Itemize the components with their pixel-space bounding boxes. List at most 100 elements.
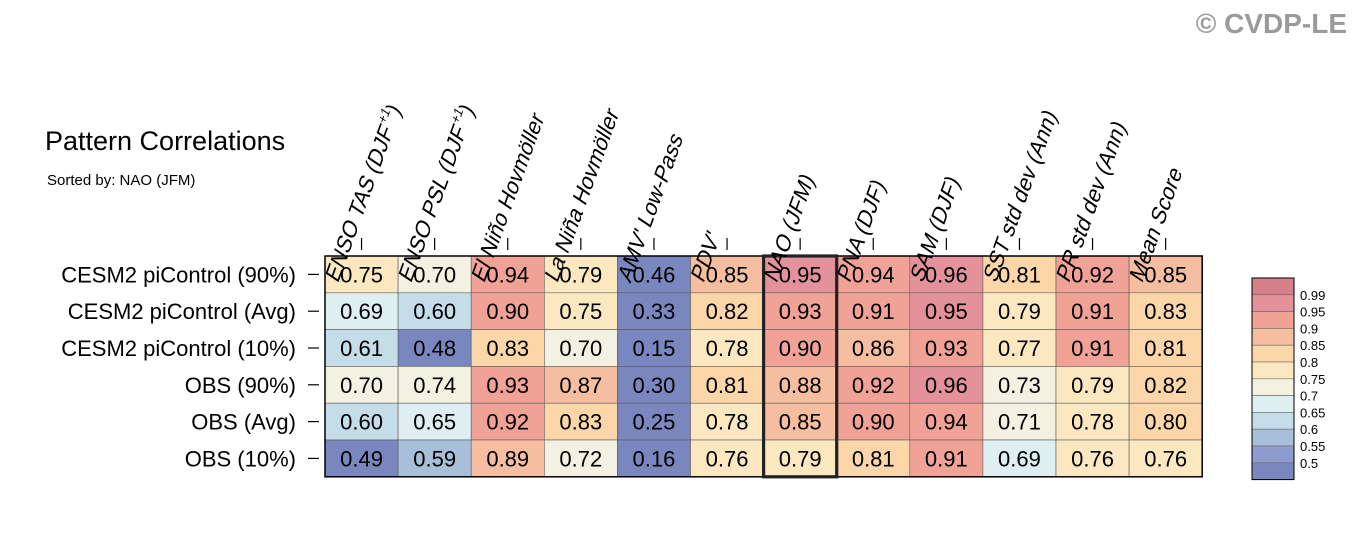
column-label-superscript: +1: [448, 104, 466, 126]
cell-value: 0.79: [998, 299, 1041, 324]
heatmap-cell: [1055, 255, 1130, 294]
colorbar-swatch: [1251, 378, 1295, 396]
cell-value: 0.91: [1071, 299, 1114, 324]
cell-value: 0.79: [779, 446, 822, 471]
cell-value: 0.70: [413, 262, 456, 287]
cell-value: 0.75: [559, 299, 602, 324]
cell-value: 0.94: [486, 262, 529, 287]
heatmap-cell: [543, 329, 618, 367]
cell-value: 0.91: [925, 446, 968, 471]
heatmap-cell: [1128, 366, 1203, 404]
cell-value: 0.76: [1071, 446, 1114, 471]
heatmap-cell: [909, 402, 984, 441]
cell-value: 0.83: [486, 336, 529, 361]
colorbar-swatch: [1251, 277, 1295, 296]
colorbar-swatch: [1251, 412, 1295, 430]
cell-value: 0.95: [779, 262, 822, 287]
cell-value: 0.16: [633, 446, 676, 471]
cell-value: 0.86: [852, 336, 895, 361]
heatmap-cell: [397, 292, 472, 330]
highlight-box: [761, 254, 839, 479]
cell-value: 0.79: [559, 262, 602, 287]
cell-value: 0.69: [340, 299, 383, 324]
heatmap-cell: [690, 366, 764, 404]
heatmap-cell: [690, 255, 764, 294]
cell-value: 0.91: [852, 299, 895, 324]
heatmap-cell: [982, 329, 1057, 367]
colorbar-label: 0.99: [1300, 288, 1325, 303]
cell-value: 0.90: [486, 299, 529, 324]
heatmap-cell: [1128, 402, 1203, 441]
heatmap-cell: [763, 439, 837, 478]
cell-value: 0.85: [706, 262, 749, 287]
cell-value: 0.33: [633, 299, 676, 324]
cell-value: 0.90: [852, 410, 895, 435]
row-label: OBS (90%): [185, 373, 296, 398]
cell-value: 0.70: [340, 373, 383, 398]
heatmap-cell: [1055, 402, 1130, 441]
heatmap-cell: [763, 255, 837, 294]
cell-value: 0.92: [1071, 262, 1114, 287]
cell-value: 0.69: [998, 446, 1041, 471]
heatmap-cell: [909, 366, 984, 404]
cell-value: 0.60: [413, 299, 456, 324]
heatmap-cell: [470, 292, 545, 330]
heatmap-cell: [617, 292, 691, 330]
colorbar-label: 0.85: [1300, 338, 1325, 353]
colorbar-swatch: [1251, 311, 1295, 329]
heatmap-cell: [617, 402, 691, 441]
cell-value: 0.80: [1144, 410, 1187, 435]
colorbar-label: 0.5: [1300, 456, 1318, 471]
heatmap-cell: [1055, 292, 1130, 330]
cell-value: 0.83: [1144, 299, 1187, 324]
heatmap-cell: [324, 366, 399, 404]
heatmap-cell: [470, 402, 545, 441]
column-label-superscript: +1: [375, 104, 393, 126]
heatmap-cell: [763, 366, 837, 404]
row-label: OBS (Avg): [191, 410, 296, 435]
cell-value: 0.60: [340, 410, 383, 435]
cell-value: 0.95: [925, 299, 968, 324]
cell-value: 0.85: [779, 410, 822, 435]
colorbar-frame: [1251, 277, 1295, 481]
heatmap-cell: [763, 292, 837, 330]
cell-value: 0.92: [852, 373, 895, 398]
cell-value: 0.61: [340, 336, 383, 361]
cell-value: 0.48: [413, 336, 456, 361]
cell-value: 0.78: [706, 410, 749, 435]
heatmap-cell: [1055, 439, 1130, 478]
cell-value: 0.96: [925, 373, 968, 398]
colorbar-label: 0.7: [1300, 389, 1318, 404]
heatmap-cell: [470, 329, 545, 367]
cell-value: 0.79: [1071, 373, 1114, 398]
heatmap-cell: [690, 439, 764, 478]
colorbar-swatch: [1251, 344, 1295, 363]
colorbar-swatch: [1251, 395, 1295, 413]
cell-value: 0.93: [486, 373, 529, 398]
heatmap-cell: [324, 329, 399, 367]
cell-value: 0.30: [633, 373, 676, 398]
colorbar-label: 0.65: [1300, 405, 1325, 420]
heatmap-cell: [543, 402, 618, 441]
cell-value: 0.91: [1071, 336, 1114, 361]
cell-value: 0.81: [1144, 336, 1187, 361]
cell-value: 0.73: [998, 373, 1041, 398]
cell-value: 0.15: [633, 336, 676, 361]
row-label: CESM2 piControl (90%): [61, 262, 296, 287]
row-label: CESM2 piControl (Avg): [68, 299, 296, 324]
cell-value: 0.92: [486, 410, 529, 435]
colorbar-swatch: [1251, 328, 1295, 346]
heatmap-cell: [982, 439, 1057, 478]
cell-value: 0.81: [852, 446, 895, 471]
cell-value: 0.94: [852, 262, 895, 287]
cell-value: 0.83: [559, 410, 602, 435]
colorbar-label: 0.95: [1300, 305, 1325, 320]
cell-value: 0.46: [633, 262, 676, 287]
cell-value: 0.88: [779, 373, 822, 398]
heatmap-cell: [982, 255, 1057, 294]
colorbar-swatch: [1251, 462, 1295, 480]
heatmap-cell: [470, 439, 545, 478]
heatmap-cell: [470, 366, 545, 404]
